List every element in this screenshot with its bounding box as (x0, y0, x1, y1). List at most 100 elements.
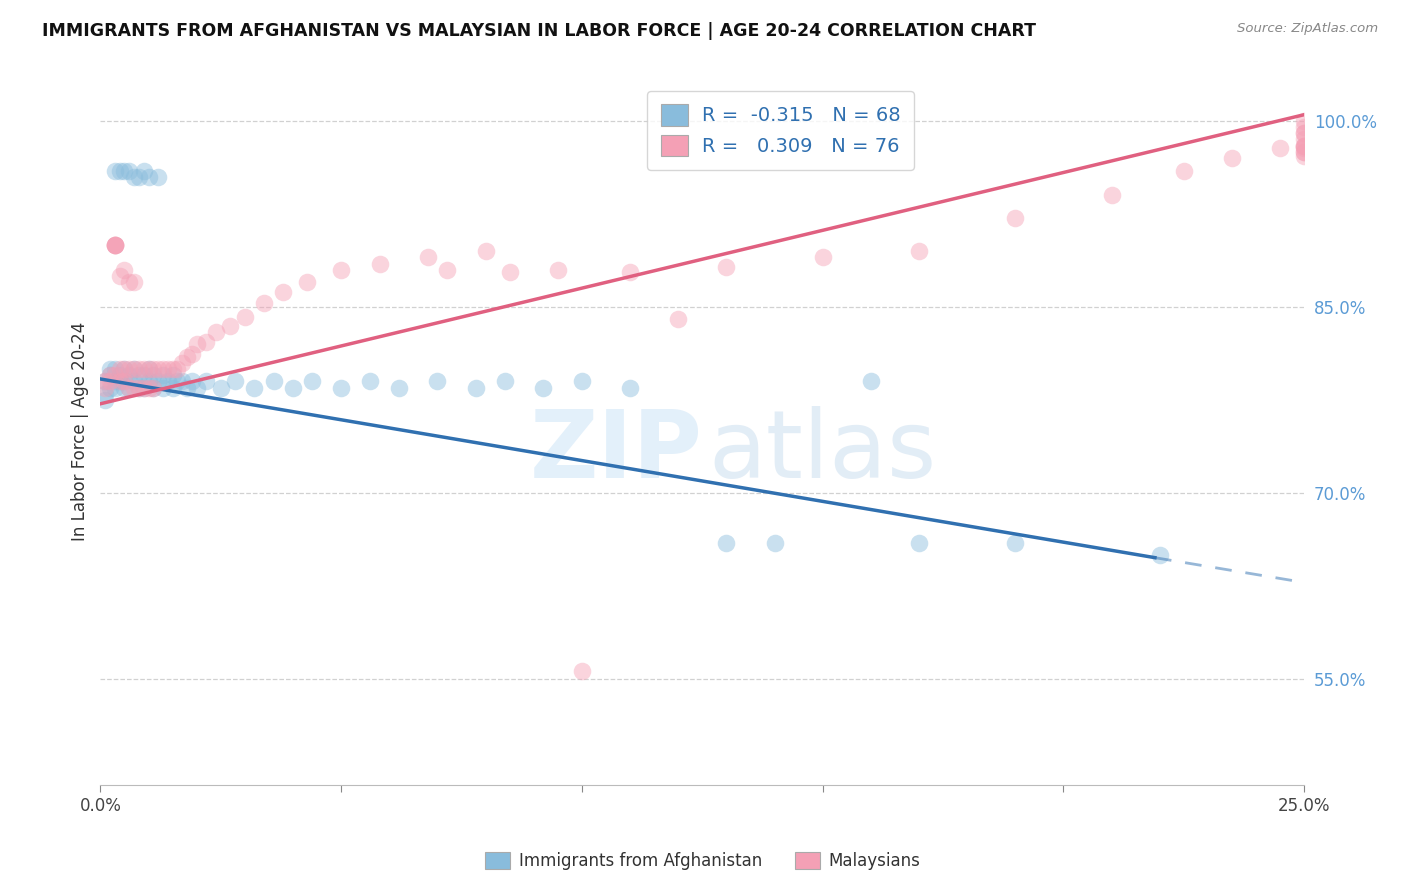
Point (1149, 548, 1171, 562)
Point (1294, 138, 1316, 153)
Point (138, 381, 160, 395)
Point (128, 169, 150, 184)
Point (128, 368, 150, 383)
Point (1173, 163, 1195, 178)
Point (571, 664, 593, 678)
Point (716, 535, 738, 549)
Point (108, 368, 131, 383)
Point (162, 362, 184, 376)
Point (253, 296, 276, 310)
Point (195, 334, 218, 349)
Point (142, 362, 165, 376)
Point (301, 375, 323, 389)
Point (547, 262, 569, 277)
Point (1294, 138, 1316, 153)
Point (142, 368, 165, 383)
Point (152, 362, 174, 376)
Point (112, 362, 135, 376)
Text: ZIP: ZIP (530, 407, 702, 499)
Point (1101, 188, 1123, 202)
Point (233, 310, 256, 324)
Point (104, 238, 127, 252)
Point (98, 362, 121, 376)
Point (359, 375, 381, 389)
Point (138, 375, 160, 389)
Point (122, 362, 145, 376)
Point (132, 381, 155, 395)
Point (1294, 132, 1316, 146)
Point (811, 251, 834, 265)
Point (142, 381, 165, 395)
Point (195, 375, 218, 389)
Text: IMMIGRANTS FROM AFGHANISTAN VS MALAYSIAN IN LABOR FORCE | AGE 20-24 CORRELATION : IMMIGRANTS FROM AFGHANISTAN VS MALAYSIAN… (42, 22, 1036, 40)
Point (104, 375, 127, 389)
Point (1294, 126, 1316, 140)
Point (330, 381, 353, 395)
Point (1294, 145, 1316, 159)
Point (180, 347, 202, 361)
Point (571, 375, 593, 389)
Point (297, 275, 319, 289)
Point (474, 244, 496, 259)
Point (98, 368, 121, 383)
Point (205, 325, 228, 339)
Point (104, 362, 127, 376)
Point (330, 262, 353, 277)
Point (118, 381, 141, 395)
Point (426, 375, 449, 389)
Point (112, 262, 135, 277)
Point (1294, 141, 1316, 155)
Point (186, 381, 208, 395)
Point (465, 381, 488, 395)
Point (436, 262, 458, 277)
Point (98, 375, 121, 389)
Point (108, 375, 131, 389)
Point (146, 362, 169, 376)
Point (104, 238, 127, 252)
Y-axis label: In Labor Force | Age 20-24: In Labor Force | Age 20-24 (72, 321, 89, 541)
Point (118, 163, 141, 178)
Point (263, 375, 285, 389)
Point (128, 381, 150, 395)
Legend: R =  -0.315   N = 68, R =   0.309   N = 76: R = -0.315 N = 68, R = 0.309 N = 76 (647, 91, 914, 170)
Point (1004, 535, 1026, 549)
Point (146, 375, 169, 389)
Point (112, 381, 135, 395)
Point (1294, 138, 1316, 153)
Point (224, 375, 246, 389)
Point (112, 375, 135, 389)
Point (763, 535, 786, 549)
Point (176, 381, 198, 395)
Point (122, 169, 145, 184)
Point (118, 275, 141, 289)
Point (219, 318, 242, 333)
Point (716, 260, 738, 275)
Point (1220, 151, 1243, 165)
Text: Source: ZipAtlas.com: Source: ZipAtlas.com (1237, 22, 1378, 36)
Point (132, 368, 155, 383)
Point (281, 381, 304, 395)
Point (152, 368, 174, 383)
Point (94, 393, 117, 408)
Point (273, 285, 295, 299)
Point (104, 238, 127, 252)
Point (118, 362, 141, 376)
Point (166, 362, 188, 376)
Point (108, 375, 131, 389)
Point (138, 362, 160, 376)
Point (122, 275, 145, 289)
Point (1004, 211, 1026, 225)
Point (666, 312, 689, 326)
Point (388, 381, 411, 395)
Point (138, 169, 160, 184)
Point (1294, 145, 1316, 159)
Point (152, 381, 174, 395)
Point (531, 381, 554, 395)
Point (172, 375, 194, 389)
Point (118, 381, 141, 395)
Point (104, 238, 127, 252)
Point (128, 381, 150, 395)
Point (122, 381, 145, 395)
Point (132, 381, 155, 395)
Point (209, 381, 232, 395)
